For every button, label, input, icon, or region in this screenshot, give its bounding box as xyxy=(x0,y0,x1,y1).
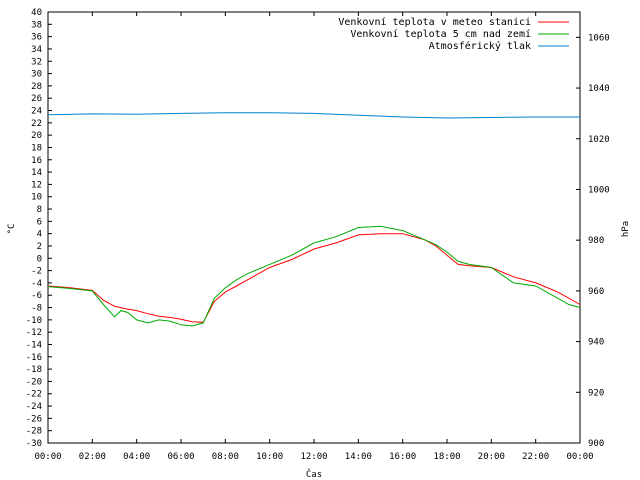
y-left-tick-label: -22 xyxy=(26,390,42,400)
y-left-tick-label: -24 xyxy=(26,402,42,412)
y-left-tick-label: -4 xyxy=(31,279,42,289)
y-left-tick-label: 2 xyxy=(37,242,42,252)
y-right-tick-label: 1040 xyxy=(588,84,610,94)
y-left-tick-label: 6 xyxy=(37,217,42,227)
y-right-tick-label: 920 xyxy=(588,388,604,398)
y-right-tick-label: 900 xyxy=(588,439,604,449)
y-right-tick-label: 1060 xyxy=(588,33,610,43)
series-line-1 xyxy=(47,233,581,323)
y-left-tick-label: 28 xyxy=(31,82,42,92)
y-left-tick-label: -28 xyxy=(26,427,42,437)
legend: Venkovní teplota v meteo staniciVenkovní… xyxy=(338,16,569,52)
x-tick-label: 10:00 xyxy=(256,452,283,462)
y-left-tick-label: 38 xyxy=(31,20,42,30)
y-left-tick-label: 32 xyxy=(31,57,42,67)
y-left-tick-label: 36 xyxy=(31,33,42,43)
y-right-tick-label: 1020 xyxy=(588,135,610,145)
y-left-tick-label: 16 xyxy=(31,156,42,166)
x-tick-label: 06:00 xyxy=(167,452,194,462)
y-axis-label-right: hPa xyxy=(621,221,631,237)
x-tick-label: 00:00 xyxy=(34,452,61,462)
plot-frame xyxy=(47,11,581,444)
legend-label: Atmosférický tlak xyxy=(429,40,531,52)
legend-label: Venkovní teplota 5 cm nad zemí xyxy=(350,28,531,40)
y-left-tick-label: 0 xyxy=(37,254,42,264)
y-left-tick-label: 8 xyxy=(37,205,42,215)
y-axis-label-left: °C xyxy=(7,224,17,235)
y-left-tick-label: 30 xyxy=(31,70,42,80)
y-left-tick-label: 12 xyxy=(31,180,42,190)
series-lines xyxy=(47,112,581,327)
x-tick-label: 04:00 xyxy=(123,452,150,462)
x-tick-label: 22:00 xyxy=(522,452,549,462)
series-line-3 xyxy=(47,112,580,119)
x-tick-label: 16:00 xyxy=(389,452,416,462)
y-right-tick-label: 1000 xyxy=(588,185,610,195)
y-left-tick-label: 22 xyxy=(31,119,42,129)
y-left-tick-label: 34 xyxy=(31,45,42,55)
legend-label: Venkovní teplota v meteo stanici xyxy=(338,16,531,28)
y-left-tick-label: -14 xyxy=(26,340,42,350)
y-left-tick-label: 4 xyxy=(37,230,42,240)
axes xyxy=(47,11,581,444)
y-left-tick-label: -26 xyxy=(26,414,42,424)
y-left-tick-label: -12 xyxy=(26,328,42,338)
x-axis-label: Čas xyxy=(306,468,322,480)
y-left-tick-label: -2 xyxy=(31,267,42,277)
y-left-tick-label: -8 xyxy=(31,304,42,314)
x-tick-label: 20:00 xyxy=(478,452,505,462)
y-left-tick-label: 26 xyxy=(31,94,42,104)
y-right-tick-label: 960 xyxy=(588,287,604,297)
y-left-tick-label: 10 xyxy=(31,193,42,203)
y-left-tick-label: -30 xyxy=(26,439,42,449)
x-tick-label: 00:00 xyxy=(566,452,593,462)
y-left-tick-label: 18 xyxy=(31,143,42,153)
x-tick-label: 18:00 xyxy=(433,452,460,462)
y-left-tick-label: -10 xyxy=(26,316,42,326)
y-left-tick-label: -16 xyxy=(26,353,42,363)
y-left-tick-label: -6 xyxy=(31,291,42,301)
series-line-2 xyxy=(47,225,581,327)
y-right-tick-label: 940 xyxy=(588,338,604,348)
y-left-tick-label: 14 xyxy=(31,168,42,178)
x-tick-label: 14:00 xyxy=(345,452,372,462)
x-tick-label: 02:00 xyxy=(79,452,106,462)
ticks: -30-28-26-24-22-20-18-16-14-12-10-8-6-4-… xyxy=(26,8,610,462)
y-left-tick-label: 20 xyxy=(31,131,42,141)
y-left-tick-label: 24 xyxy=(31,107,42,117)
y-right-tick-label: 980 xyxy=(588,236,604,246)
y-left-tick-label: 40 xyxy=(31,8,42,18)
y-left-tick-label: -18 xyxy=(26,365,42,375)
x-tick-label: 12:00 xyxy=(300,452,327,462)
y-left-tick-label: -20 xyxy=(26,377,42,387)
x-tick-label: 08:00 xyxy=(212,452,239,462)
